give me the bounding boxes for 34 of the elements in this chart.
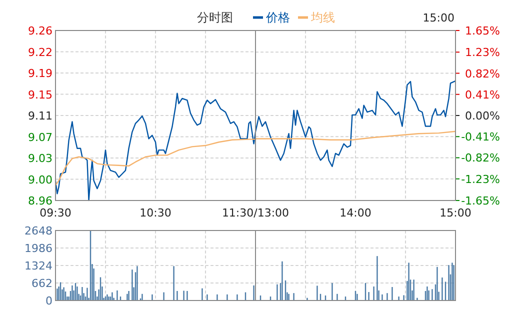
y-tick-label: 9.15 <box>28 88 52 102</box>
y2-tick-label: -0.41% <box>461 130 500 144</box>
y2-tick-label: 0.00% <box>465 110 500 122</box>
y2-tick-label: 0.41% <box>465 88 500 102</box>
y-tick-label: 9.11 <box>28 110 52 122</box>
legend-label: 价格 <box>265 10 290 24</box>
x-tick-label: 11:30/13:00 <box>222 206 290 220</box>
legend-item: 价格 <box>253 10 290 24</box>
y2-tick-label: 1.65% <box>465 24 500 38</box>
x-tick-label: 15:00 <box>440 206 472 220</box>
y-tick-label: 2648 <box>24 224 52 238</box>
y-tick-label: 9.03 <box>28 152 52 165</box>
x-tick-label: 14:00 <box>340 206 372 220</box>
y2-tick-label: 1.23% <box>465 46 500 60</box>
y2-tick-label: -0.82% <box>461 152 500 165</box>
y-tick-label: 1324 <box>24 260 52 272</box>
x-tick-label: 10:30 <box>140 206 172 220</box>
y-tick-label: 1986 <box>24 242 52 255</box>
text: 15:00 <box>422 12 454 24</box>
y-tick-label: 8.96 <box>28 194 52 208</box>
y-tick-label: 9.07 <box>28 130 52 144</box>
chart-title: 分时图 <box>197 10 233 24</box>
y-tick-label: 9.22 <box>28 46 52 59</box>
y-tick-label: 9.26 <box>28 24 52 38</box>
y2-tick-label: 0.82% <box>465 67 500 80</box>
legend-label: 均线 <box>310 10 335 24</box>
y-tick-label: 0 <box>46 294 52 308</box>
y-tick-label: 662 <box>32 277 52 290</box>
x-tick-label: 09:30 <box>40 206 72 220</box>
y2-tick-label: -1.65% <box>461 194 500 208</box>
legend-item: 均线 <box>298 10 335 24</box>
y2-tick-label: -1.23% <box>461 172 500 186</box>
y-tick-label: 9.00 <box>28 173 52 186</box>
y-tick-label: 9.19 <box>28 67 52 80</box>
